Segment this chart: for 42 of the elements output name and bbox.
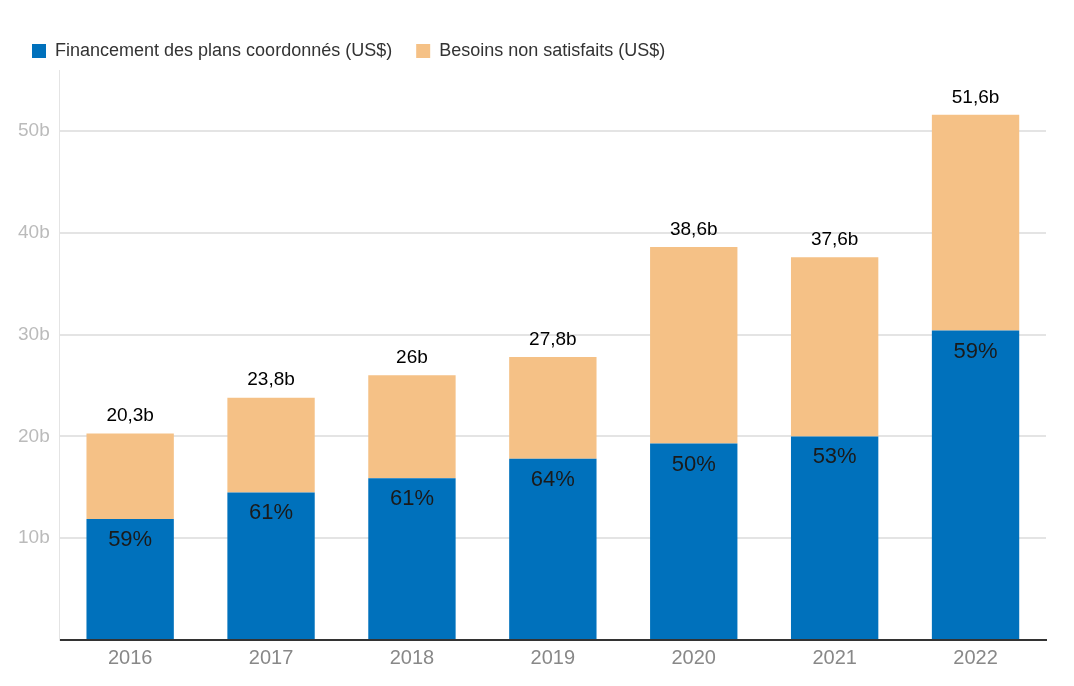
- y-tick-label: 40b: [18, 221, 50, 243]
- bar: [509, 357, 597, 459]
- x-tick-label: 2016: [107, 645, 153, 668]
- bar: [509, 458, 597, 639]
- annotation: 64%: [530, 465, 575, 491]
- annotation: 53%: [812, 443, 857, 469]
- x-tick-label: 2021: [812, 645, 857, 668]
- annotation: 59%: [953, 337, 998, 363]
- total-label: 27,8b: [529, 327, 577, 349]
- x-tick-label: 2022: [953, 645, 998, 668]
- y-tick-label: 10b: [18, 526, 50, 548]
- bar: [368, 478, 456, 639]
- legend-label: Financement des plans coordonnés (US$): [55, 39, 393, 60]
- annotation: 61%: [389, 485, 434, 511]
- y-tick-label: 30b: [18, 322, 50, 344]
- annotation: 59%: [108, 525, 153, 551]
- annotation: 61%: [249, 499, 294, 525]
- total-label: 38,6b: [669, 217, 718, 239]
- bar: [227, 492, 315, 639]
- legend-label: Besoins non satisfaits (US$): [439, 39, 666, 60]
- y-tick-label: 50b: [18, 119, 50, 141]
- x-tick-label: 2018: [389, 645, 435, 668]
- total-label: 51,6b: [951, 85, 1000, 107]
- bar: [86, 433, 174, 519]
- x-tick-label: 2020: [671, 645, 716, 668]
- bar: [650, 443, 738, 639]
- total-label: 26b: [396, 346, 428, 368]
- total-label: 23,8b: [247, 368, 295, 390]
- annotation: 50%: [671, 450, 716, 476]
- x-tick-label: 2017: [248, 645, 294, 668]
- bar: [650, 247, 738, 444]
- bar: [86, 518, 174, 639]
- x-tick-label: 2019: [530, 645, 576, 668]
- bar: [790, 436, 879, 639]
- bar: [790, 257, 879, 437]
- total-label: 37,6b: [810, 228, 859, 250]
- y-tick-label: 20b: [18, 424, 50, 446]
- bar: [227, 397, 315, 493]
- bar: [368, 375, 456, 479]
- bar: [931, 330, 1020, 639]
- total-label: 20,3b: [106, 404, 154, 426]
- bar: [931, 114, 1020, 331]
